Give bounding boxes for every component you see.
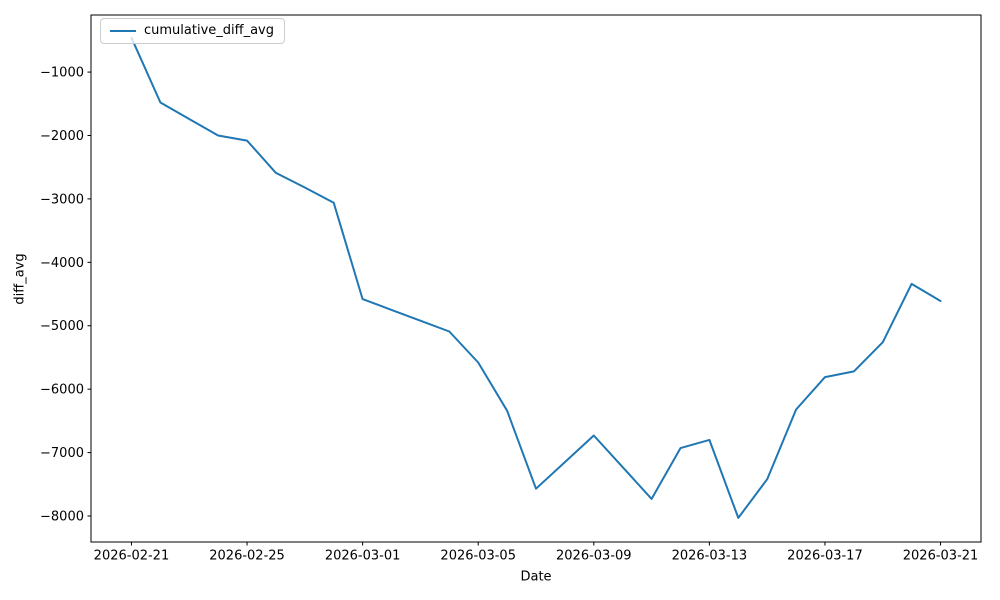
y-tick-label: −7000 — [40, 446, 84, 461]
legend-label: cumulative_diff_avg — [144, 23, 274, 38]
plot-frame — [90, 14, 982, 543]
legend: cumulative_diff_avg — [100, 18, 285, 44]
x-tick-label: 2026-03-09 — [556, 549, 632, 564]
y-tick-label: −4000 — [40, 256, 84, 271]
x-axis-title: Date — [520, 569, 552, 585]
legend-line-sample-icon — [110, 29, 136, 32]
x-tick-label: 2026-02-25 — [209, 549, 285, 564]
y-tick-label: −2000 — [40, 129, 84, 144]
x-tick-label: 2026-03-05 — [440, 549, 516, 564]
x-tick-label: 2026-03-13 — [672, 549, 748, 564]
y-tick-label: −5000 — [40, 319, 84, 334]
y-axis-title: diff_avg — [12, 253, 28, 305]
x-tick-label: 2026-03-21 — [903, 549, 979, 564]
y-axis: −1000 −2000 −3000 −4000 −5000 −6000 −7000 −8000 — [40, 66, 91, 524]
series-line — [130, 36, 942, 519]
y-tick-label: −6000 — [40, 383, 84, 398]
x-tick-label: 2026-03-01 — [325, 549, 401, 564]
y-tick-label: −3000 — [40, 192, 84, 207]
x-tick-label: 2026-03-17 — [787, 549, 863, 564]
x-axis: 2026-02-21 2026-02-25 2026-03-01 2026-03-05… — [94, 542, 979, 564]
x-tick-label: 2026-02-21 — [94, 549, 170, 564]
y-tick-label: −8000 — [40, 509, 84, 524]
y-tick-label: −1000 — [40, 66, 84, 81]
